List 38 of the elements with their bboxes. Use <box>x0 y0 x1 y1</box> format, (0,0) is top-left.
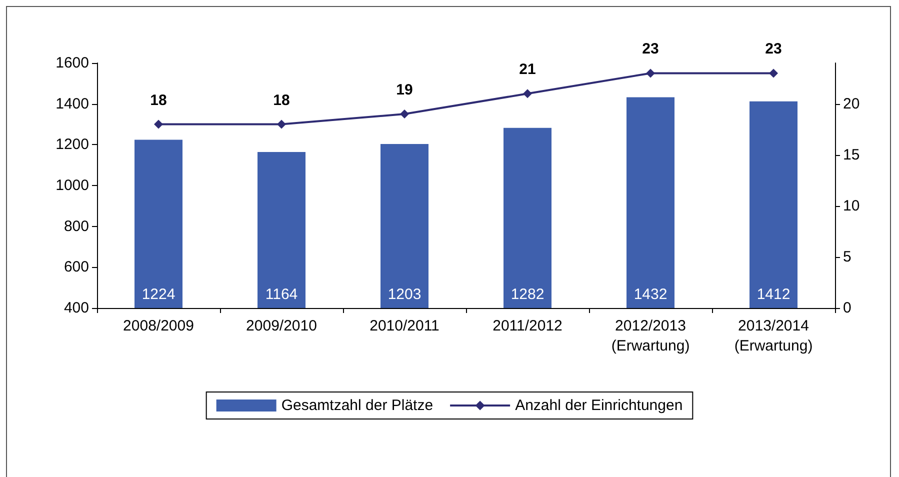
x-tick-label: 2012/2013 (Erwartung) <box>611 318 690 354</box>
y-tick-label: 800 <box>64 218 89 235</box>
x-tick-label: 2009/2010 <box>246 318 317 334</box>
data-label: 18 <box>273 92 290 109</box>
y2-tick-label: 5 <box>843 248 852 266</box>
data-label: 18 <box>150 92 167 109</box>
y2-tick-label: 15 <box>843 146 860 164</box>
x-tick-label: 2011/2012 <box>492 318 562 334</box>
y-tick-label: 1200 <box>56 136 89 154</box>
y2-tick-label: 10 <box>843 197 860 214</box>
y-tick-label: 1600 <box>56 54 89 72</box>
data-label: 23 <box>765 40 782 58</box>
data-label: 1164 <box>265 286 298 303</box>
y2-tick-label: 20 <box>843 95 860 112</box>
y-tick-label: 1000 <box>56 177 89 194</box>
data-label: 1203 <box>388 286 422 303</box>
data-label: 23 <box>642 40 659 58</box>
y-tick-label: 1400 <box>56 95 89 112</box>
point <box>154 120 163 129</box>
legend-label: Anzahl der Einrichtungen <box>515 397 683 414</box>
y-tick-label: 600 <box>64 258 89 276</box>
point <box>769 68 778 78</box>
data-label: 21 <box>519 61 536 78</box>
point <box>646 68 655 78</box>
data-label: 1282 <box>510 286 544 303</box>
point <box>523 89 532 98</box>
data-label: 1432 <box>634 286 668 303</box>
data-label: 1412 <box>756 286 790 303</box>
data-label: 19 <box>396 82 413 99</box>
point <box>277 120 286 129</box>
x-tick-label: 2013/2014 (Erwartung) <box>734 318 813 354</box>
x-tick-label: 2008/2009 <box>123 318 194 334</box>
x-tick-label: 2010/2011 <box>370 318 440 334</box>
y-tick-label: 400 <box>64 300 89 316</box>
point <box>400 110 409 119</box>
data-label: 1224 <box>142 286 176 303</box>
y2-tick-label: 0 <box>843 300 852 316</box>
legend-label: Gesamtzahl der Plätze <box>281 397 434 414</box>
